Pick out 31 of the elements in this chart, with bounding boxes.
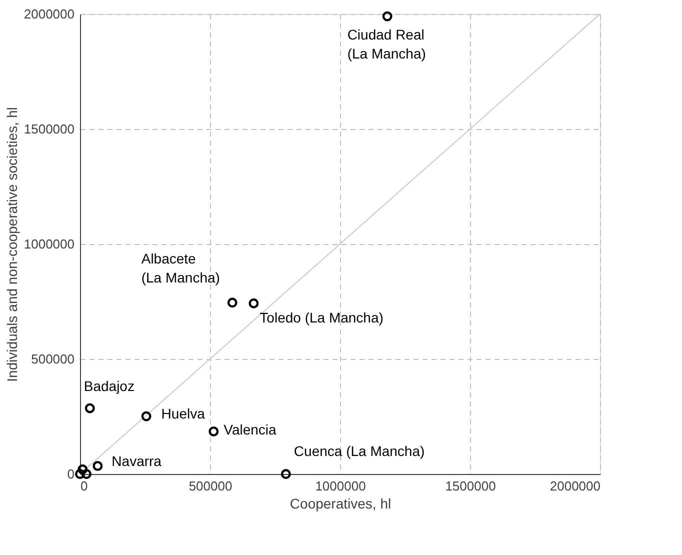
point (84, 403, 95, 414)
annotation: Huelva (161, 405, 206, 422)
annotation: Cuenca (La Mancha) (294, 443, 425, 459)
point (78, 464, 88, 474)
y-axis-title: Individuals and non-cooperative societies, hl (4, 107, 20, 382)
x-tick-label: 0 (80, 478, 88, 494)
x-tick-label: 1500000 (445, 478, 496, 494)
point (82, 469, 92, 479)
y-tick-label: 1000000 (24, 236, 74, 252)
y-tick-label: 500000 (31, 352, 74, 366)
point (75, 469, 85, 479)
x-tick-label: 2000000 (550, 478, 600, 494)
point (141, 411, 152, 422)
x-tick-label: 500000 (188, 478, 232, 494)
point (92, 460, 103, 471)
point (382, 11, 392, 22)
point (280, 469, 291, 479)
y-tick-label: 1500000 (24, 122, 74, 136)
x-tick-label: 1000000 (315, 478, 366, 494)
point (227, 298, 238, 308)
annotation: Navarra (112, 452, 162, 469)
y-tick-label: 0 (67, 466, 74, 482)
x-axis-title: Cooperatives, hl (290, 496, 392, 512)
annotation: Toledo (La Mancha) (260, 309, 384, 326)
point (248, 298, 259, 308)
annotation: Valencia (224, 421, 277, 438)
annotation: Ciudad Real (La Mancha) (347, 26, 426, 62)
annotation: Albacete (La Mancha) (141, 250, 220, 286)
annotation: Badajoz (84, 378, 134, 394)
y-tick-label: 2000000 (24, 6, 74, 22)
point (208, 426, 219, 436)
